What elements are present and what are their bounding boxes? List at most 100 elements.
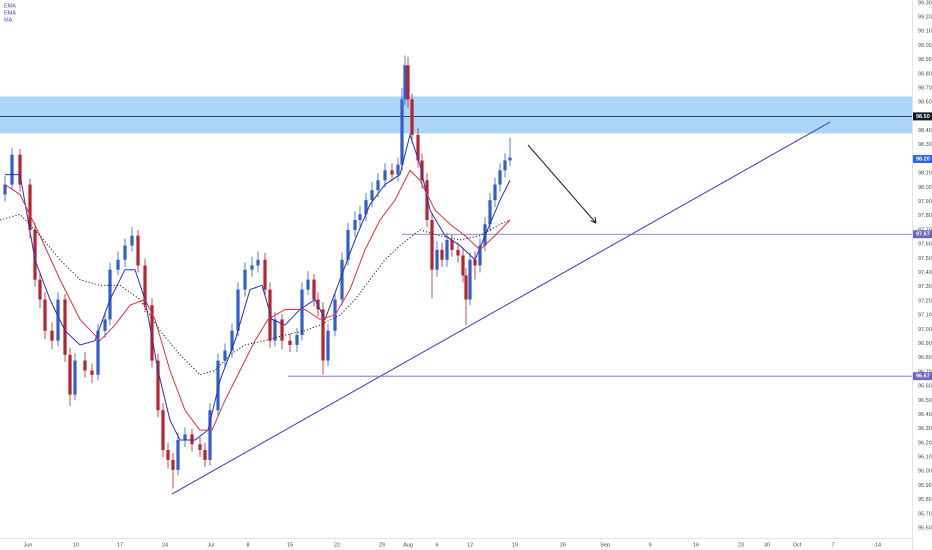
candle-body <box>358 214 362 221</box>
candle-body <box>250 265 254 270</box>
candle-body <box>116 259 120 270</box>
y-tick-label: 98.60 <box>918 100 932 106</box>
candle-body <box>450 239 454 250</box>
y-tick-label: 99.00 <box>918 43 932 49</box>
x-tick-label: 14 <box>875 542 881 548</box>
candle-body <box>136 235 140 266</box>
candle-body <box>230 330 234 351</box>
candle-body <box>440 249 444 260</box>
candle-body <box>203 449 207 460</box>
candle-body <box>326 330 330 361</box>
candle-body <box>456 249 460 256</box>
y-tick-label: 98.30 <box>918 142 932 148</box>
x-tick-label: Sep <box>600 542 610 548</box>
candle-body <box>340 259 344 300</box>
y-tick-label: 95.90 <box>918 483 932 489</box>
candle-body <box>493 184 497 201</box>
x-tick-label: 6 <box>435 542 438 548</box>
candle-body <box>243 269 247 290</box>
y-tick-label: 95.60 <box>918 526 932 532</box>
candle-body <box>430 220 434 270</box>
candle-body <box>435 249 439 270</box>
price-label: 96.67 <box>916 374 930 380</box>
candle-body <box>353 220 357 230</box>
x-tick-label: 26 <box>560 542 566 548</box>
price-label: 97.67 <box>916 232 930 238</box>
axis-layer: 95.60 95.70 95.80 95.90 96.00 96.10 96.20 96.30… <box>24 0 932 548</box>
price-label-box <box>913 372 932 381</box>
y-tick-label: 96.50 <box>918 398 932 404</box>
candle-body <box>18 154 22 185</box>
candle-body <box>425 180 429 221</box>
y-tick-label: 97.80 <box>918 213 932 219</box>
candle-body <box>208 410 212 460</box>
y-tick-label: 96.40 <box>918 412 932 418</box>
y-tick-label: 99.20 <box>918 14 932 20</box>
x-tick-label: 19 <box>512 542 518 548</box>
candle-body <box>300 289 304 336</box>
candle-body <box>478 245 482 266</box>
y-tick-label: 96.80 <box>918 355 932 361</box>
x-tick-label: 8 <box>246 542 249 548</box>
candle-body <box>198 444 202 450</box>
candle-body <box>256 259 260 266</box>
y-tick-label: 98.70 <box>918 85 932 91</box>
candle-body <box>96 330 100 375</box>
candle-body <box>321 309 325 361</box>
candle-body <box>236 289 240 331</box>
x-tick-label: 17 <box>117 542 123 548</box>
candle-body <box>171 459 175 470</box>
candle-body <box>150 305 154 361</box>
indicator-line <box>5 133 511 441</box>
price-label-box <box>913 112 932 121</box>
candle-body <box>33 229 37 280</box>
x-tick-label: Jun <box>24 542 33 548</box>
candle-body <box>416 134 420 161</box>
x-tick-label: 7 <box>831 542 834 548</box>
candle-body <box>312 279 316 300</box>
y-tick-label: 96.00 <box>918 469 932 475</box>
price-label-box <box>913 154 932 163</box>
y-tick-label: 98.40 <box>918 128 932 134</box>
candle-body <box>464 275 468 300</box>
candle-body <box>108 269 112 320</box>
candle-body <box>473 259 477 266</box>
candle-body <box>3 184 7 195</box>
x-tick-label: 30 <box>764 542 770 548</box>
candle-body <box>403 65 407 100</box>
x-tick-label: 12 <box>467 542 473 548</box>
y-tick-label: 97.20 <box>918 298 932 304</box>
zone-layer <box>0 96 912 134</box>
arrow-head <box>590 216 597 224</box>
trendline <box>171 121 831 495</box>
y-tick-label: 97.90 <box>918 199 932 205</box>
candle-body <box>273 319 277 341</box>
y-tick-label: 98.90 <box>918 57 932 63</box>
x-tick-label: 22 <box>334 542 340 548</box>
arrow-drawing <box>527 144 597 224</box>
x-tick-label: Jul <box>207 542 214 548</box>
candle-body <box>43 299 47 331</box>
candle-body <box>508 157 512 161</box>
arrow-line <box>527 144 597 224</box>
y-tick-label: 97.40 <box>918 270 932 276</box>
candle-body <box>390 170 394 175</box>
y-tick-label: 97.60 <box>918 242 932 248</box>
candle-body <box>73 360 77 395</box>
candle-body <box>396 164 400 175</box>
price-label-box <box>913 230 932 239</box>
candle-body <box>445 239 449 260</box>
candle-body <box>406 65 410 100</box>
y-tick-label: 97.50 <box>918 256 932 262</box>
candle-body <box>346 229 350 260</box>
candle-body <box>410 99 414 135</box>
candle-body <box>288 340 292 345</box>
candle-body <box>223 350 227 361</box>
indicator-line <box>4 169 511 431</box>
y-tick-label: 97.30 <box>918 284 932 290</box>
y-tick-label: 97.10 <box>918 313 932 319</box>
supply-zone <box>0 96 912 134</box>
candle-body <box>498 170 502 185</box>
